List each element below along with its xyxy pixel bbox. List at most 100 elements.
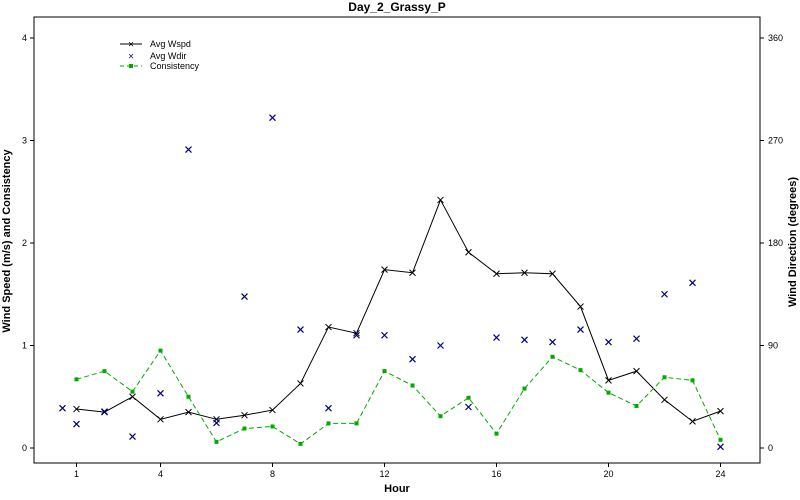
y-tick-label-left: 2 xyxy=(22,238,27,248)
consistency-point xyxy=(354,421,359,426)
y-tick-label-right: 360 xyxy=(768,33,783,43)
consistency-point xyxy=(214,439,219,444)
y-tick-label-left: 0 xyxy=(22,443,27,453)
wdir-point xyxy=(409,355,416,363)
x-axis-label: Hour xyxy=(384,483,410,495)
consistency-point xyxy=(718,437,723,442)
series-layer xyxy=(59,114,724,451)
wdir-point xyxy=(465,403,472,411)
wspd-point xyxy=(661,396,668,404)
consistency-point xyxy=(494,431,499,436)
wspd-point xyxy=(73,405,80,413)
consistency-point xyxy=(634,403,639,408)
wspd-point xyxy=(633,367,640,375)
wdir-point xyxy=(59,404,66,412)
consistency-point xyxy=(410,383,415,388)
wdir-point xyxy=(381,331,388,339)
legend-label-consistency: Consistency xyxy=(150,61,200,71)
wdir-point xyxy=(157,389,164,397)
x-tick-label: 1 xyxy=(74,469,79,479)
wdir-point xyxy=(269,114,276,122)
y-tick-label-right: 0 xyxy=(768,443,773,453)
x-tick-label: 8 xyxy=(270,469,275,479)
consistency-point xyxy=(522,386,527,391)
series-line-consistency xyxy=(76,349,721,445)
consistency-point xyxy=(326,421,331,426)
legend-label-wspd: Avg Wspd xyxy=(150,39,191,49)
x-tick-label: 12 xyxy=(379,469,389,479)
wdir-point xyxy=(521,336,528,344)
y-tick-label-left: 3 xyxy=(22,136,27,146)
consistency-point xyxy=(298,441,303,446)
wdir-point xyxy=(577,326,584,333)
wspd-point xyxy=(129,393,136,401)
wspd-point xyxy=(269,406,276,414)
wspd-point xyxy=(465,248,472,256)
wspd-point xyxy=(297,380,304,387)
wspd-point xyxy=(185,408,192,416)
wspd-point xyxy=(353,329,360,337)
plot-frame xyxy=(33,16,761,464)
wdir-point xyxy=(633,335,640,343)
wspd-point xyxy=(493,270,500,278)
legend-entry-wdir: × Avg Wdir xyxy=(128,51,186,63)
consistency-point xyxy=(550,354,555,359)
consistency-point xyxy=(662,375,667,380)
chart-title: Day_2_Grassy_P xyxy=(348,0,445,14)
consistency-point xyxy=(158,348,163,353)
consistency-point xyxy=(606,390,611,395)
consistency-point xyxy=(270,424,275,429)
y-tick-label-left: 1 xyxy=(22,341,27,351)
y-tick-label-right: 270 xyxy=(768,136,783,146)
y-axis-ticks-left: 0 1 2 3 4 xyxy=(22,33,34,453)
svg-text:×: × xyxy=(128,40,134,51)
wdir-point xyxy=(241,293,248,300)
wspd-point xyxy=(605,376,612,384)
y-axis-label-right: Wind Direction (degrees) xyxy=(787,177,799,307)
wspd-point xyxy=(689,417,696,425)
legend-label-wdir: Avg Wdir xyxy=(150,51,186,61)
wdir-point xyxy=(689,279,696,287)
wspd-point xyxy=(381,266,388,274)
x-tick-label: 4 xyxy=(158,469,163,479)
y-tick-label-right: 90 xyxy=(768,341,778,351)
wspd-point xyxy=(409,269,416,277)
y-axis-label-left: Wind Speed (m/s) and Consistency xyxy=(1,148,13,332)
consistency-point xyxy=(578,368,583,373)
consistency-point xyxy=(130,389,135,394)
wdir-point xyxy=(661,290,668,298)
legend-entry-consistency: Consistency xyxy=(120,61,200,71)
wdir-point xyxy=(493,334,500,341)
wdir-point xyxy=(717,443,724,451)
wspd-point xyxy=(157,415,164,423)
wspd-point xyxy=(717,407,724,415)
wdir-point xyxy=(297,326,304,333)
wdir-point xyxy=(605,338,612,346)
wspd-point xyxy=(325,323,332,331)
wspd-point xyxy=(577,303,584,310)
wdir-point xyxy=(129,433,136,441)
consistency-point xyxy=(242,426,247,431)
y-tick-label-right: 180 xyxy=(768,238,783,248)
legend: × Avg Wspd × Avg Wdir Consistency xyxy=(120,39,200,71)
wspd-point xyxy=(549,270,556,278)
x-tick-label: 16 xyxy=(491,469,501,479)
consistency-point xyxy=(74,377,79,382)
y-tick-label-left: 4 xyxy=(22,33,27,43)
consistency-point xyxy=(438,414,443,419)
wdir-point xyxy=(185,146,192,154)
wdir-point xyxy=(437,342,444,349)
wdir-point xyxy=(549,338,556,346)
svg-text:×: × xyxy=(128,52,134,63)
x-tick-label: 24 xyxy=(715,469,725,479)
legend-entry-wspd: × Avg Wspd xyxy=(120,39,191,51)
wspd-point xyxy=(521,269,528,277)
x-tick-label: 20 xyxy=(603,469,613,479)
wdir-point xyxy=(73,420,80,428)
wdir-point xyxy=(325,404,332,412)
wspd-point xyxy=(241,411,248,419)
wdir-point xyxy=(353,331,360,339)
consistency-point xyxy=(186,394,191,399)
series-line-wspd xyxy=(76,198,721,422)
